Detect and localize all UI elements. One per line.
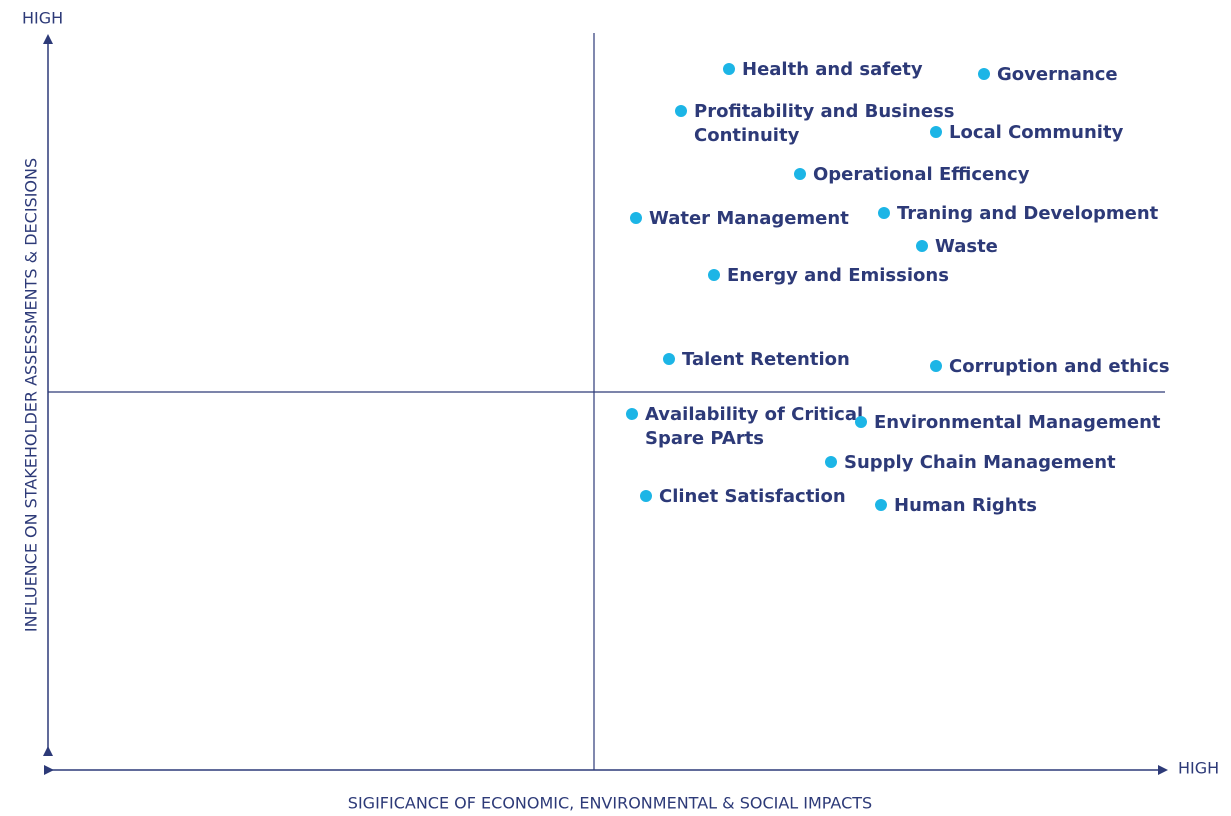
point-label: Profitability and Business xyxy=(694,101,955,122)
point-label: Clinet Satisfaction xyxy=(659,486,846,507)
point-label: Corruption and ethics xyxy=(949,356,1170,377)
point-label: Traning and Development xyxy=(897,203,1159,224)
point-marker xyxy=(640,490,652,502)
point-marker xyxy=(675,105,687,117)
point-label: Governance xyxy=(997,64,1118,85)
point-marker xyxy=(916,240,928,252)
point-label: Local Community xyxy=(949,122,1124,143)
point-label: Water Management xyxy=(649,208,849,229)
y-axis-title: INFLUENCE ON STAKEHOLDER ASSESSMENTS & D… xyxy=(22,158,41,632)
point-marker xyxy=(878,207,890,219)
point-label: Talent Retention xyxy=(682,349,850,370)
point-label: Operational Efficency xyxy=(813,164,1030,185)
point-marker xyxy=(825,456,837,468)
x-high-label: HIGH xyxy=(1178,759,1219,778)
point-label: Environmental Management xyxy=(874,412,1161,433)
point-marker xyxy=(855,416,867,428)
points: Health and safety Governance Profitability… xyxy=(626,59,1170,516)
point-marker xyxy=(978,68,990,80)
point-label: Health and safety xyxy=(742,59,923,80)
point-label: Availability of Critical xyxy=(645,404,863,425)
y-high-label: HIGH xyxy=(22,9,63,28)
point-marker xyxy=(663,353,675,365)
point-marker xyxy=(626,408,638,420)
point-label: Human Rights xyxy=(894,495,1037,516)
point-label: Supply Chain Management xyxy=(844,452,1116,473)
point-marker xyxy=(708,269,720,281)
point-marker xyxy=(875,499,887,511)
point-label: Continuity xyxy=(694,125,800,146)
point-marker xyxy=(630,212,642,224)
point-marker xyxy=(930,126,942,138)
point-marker xyxy=(794,168,806,180)
point-marker xyxy=(723,63,735,75)
point-label: Spare PArts xyxy=(645,428,764,449)
point-label: Waste xyxy=(935,236,998,257)
point-label: Energy and Emissions xyxy=(727,265,949,286)
x-axis-title: SIGIFICANCE OF ECONOMIC, ENVIRONMENTAL &… xyxy=(348,794,872,813)
point-marker xyxy=(930,360,942,372)
